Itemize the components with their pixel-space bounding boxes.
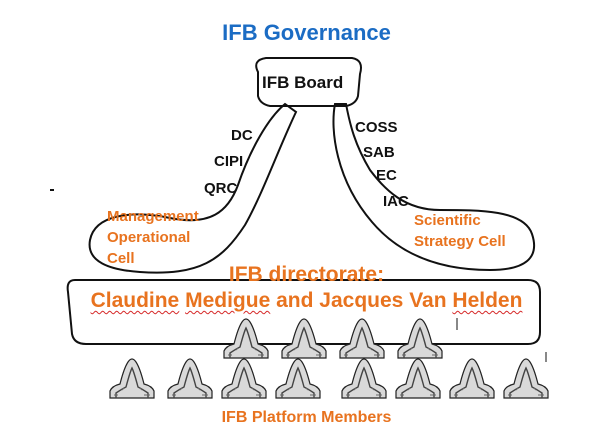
- platform-members-label: IFB Platform Members: [221, 409, 392, 426]
- scientific-cell-line2: Strategy Cell: [414, 233, 506, 250]
- directorate-outline: [66, 279, 541, 345]
- platform-member-icon: [341, 358, 387, 399]
- name-word: and: [276, 289, 314, 312]
- board-outline: [255, 57, 362, 107]
- platform-icons-top-row: [223, 318, 443, 359]
- diagram-title: IFB Governance: [222, 20, 391, 45]
- platform-member-icon: [397, 318, 443, 359]
- right-branch-outline: [332, 103, 535, 272]
- name-word: Medigue: [185, 289, 271, 312]
- name-word: Helden: [452, 289, 523, 312]
- left-branch-outline: [88, 102, 298, 274]
- platform-member-icon: [339, 318, 385, 359]
- board-label: IFB Board: [262, 73, 344, 92]
- scientific-cell-line1: Scientific: [414, 212, 481, 229]
- platform-member-icon: [109, 358, 155, 399]
- platform-member-icon: [223, 318, 269, 359]
- platform-member-icon: [503, 358, 549, 399]
- left-committee-qrc: QRC: [204, 180, 238, 197]
- platform-icons-bottom-row: [109, 358, 549, 399]
- right-committee-coss: COSS: [355, 119, 398, 136]
- name-word: Jacques: [319, 289, 404, 312]
- right-committee-ec: EC: [376, 167, 397, 184]
- management-cell-line2: Operational: [107, 229, 191, 246]
- left-committee-dc: DC: [231, 127, 253, 144]
- directorate-title: IFB directorate:: [228, 263, 385, 286]
- name-word: Van: [409, 289, 447, 312]
- platform-member-icon: [449, 358, 495, 399]
- left-committee-cipi: CIPI: [214, 153, 244, 170]
- platform-member-icon: [275, 358, 321, 399]
- platform-member-icon: [167, 358, 213, 399]
- right-committee-sab: SAB: [363, 144, 395, 161]
- directorate-names: Claudine Medigue and Jacques Van Helden: [0, 289, 613, 313]
- platform-member-icon: [221, 358, 267, 399]
- platform-member-icon: [281, 318, 327, 359]
- platform-member-icon: [395, 358, 441, 399]
- management-cell-line1: Management: [107, 208, 199, 225]
- name-word: Claudine: [90, 289, 180, 312]
- management-cell-line3: Cell: [107, 250, 135, 267]
- right-committee-iac: IAC: [383, 193, 409, 210]
